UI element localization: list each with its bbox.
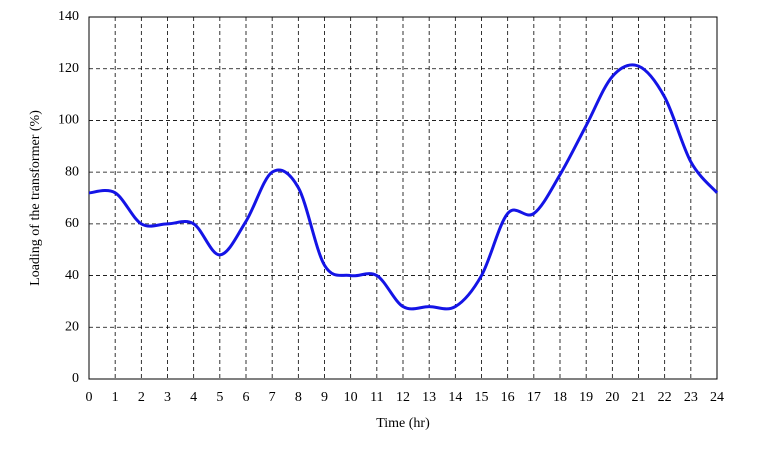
x-tick-label: 5: [216, 390, 223, 405]
x-tick-label: 22: [658, 390, 672, 405]
x-tick-label: 14: [448, 390, 462, 405]
x-tick-label: 6: [243, 390, 250, 405]
y-tick-label: 100: [58, 113, 79, 128]
y-tick-label: 140: [58, 9, 79, 24]
y-tick-label: 60: [65, 216, 79, 231]
x-tick-label: 21: [632, 390, 646, 405]
x-tick-label: 10: [344, 390, 358, 405]
x-tick-label: 16: [501, 390, 515, 405]
x-tick-label: 9: [321, 390, 328, 405]
x-tick-label: 11: [370, 390, 383, 405]
y-tick-label: 120: [58, 61, 79, 76]
y-tick-label: 20: [65, 320, 79, 335]
y-tick-label: 40: [65, 268, 79, 283]
y-tick-label: 0: [72, 371, 79, 386]
x-tick-label: 8: [295, 390, 302, 405]
x-tick-label: 2: [138, 390, 145, 405]
x-tick-label: 7: [269, 390, 276, 405]
x-tick-label: 4: [190, 390, 197, 405]
y-tick-label: 80: [65, 164, 79, 179]
y-axis-label: Loading of the transformer (%): [28, 110, 43, 286]
x-tick-label: 0: [86, 390, 93, 405]
x-tick-label: 3: [164, 390, 171, 405]
x-tick-label: 17: [527, 390, 541, 405]
x-tick-label: 13: [422, 390, 436, 405]
x-tick-label: 19: [579, 390, 593, 405]
x-tick-label: 1: [112, 390, 119, 405]
plot-frame: [88, 16, 718, 380]
x-tick-label: 23: [684, 390, 698, 405]
x-tick-label: 12: [396, 390, 410, 405]
x-tick-label: 18: [553, 390, 567, 405]
x-axis-label: Time (hr): [376, 416, 430, 431]
x-tick-label: 24: [710, 390, 724, 405]
x-tick-label: 20: [605, 390, 619, 405]
data-line: [88, 63, 719, 311]
x-tick-label: 15: [475, 390, 489, 405]
